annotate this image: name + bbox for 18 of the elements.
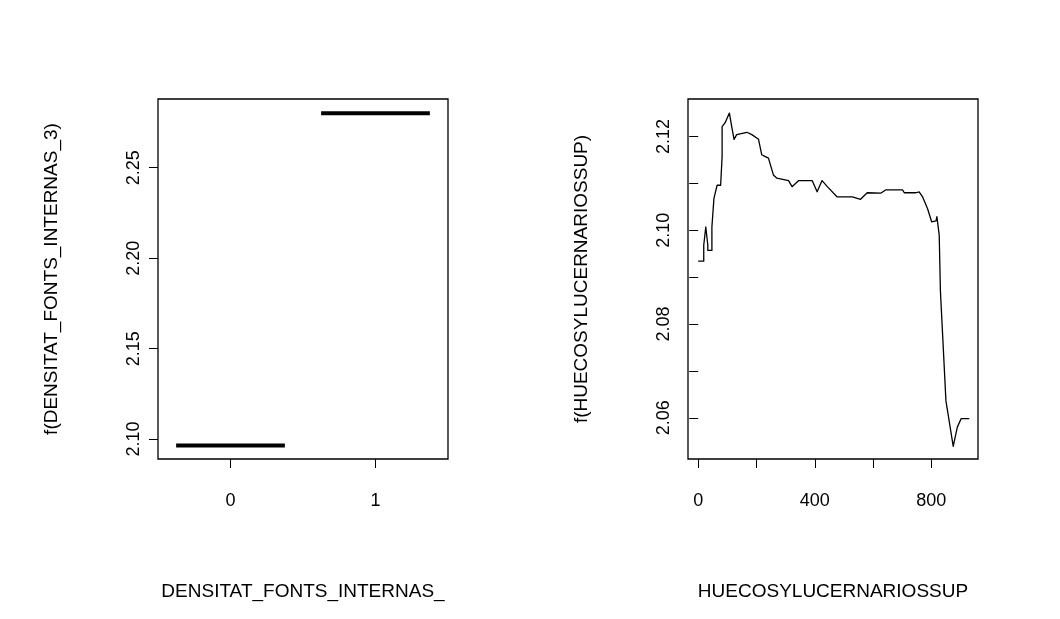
x-tick-label: 800 (916, 490, 947, 510)
y-tick-label: 2.08 (653, 306, 673, 342)
y-tick-label: 2.10 (653, 212, 673, 248)
line-series (697, 112, 970, 447)
y-tick-label: 2.10 (123, 421, 143, 457)
x-tick-label: 0 (225, 490, 236, 510)
y-tick-label: 2.12 (653, 118, 673, 155)
x-tick-label: 400 (799, 490, 830, 510)
x-axis-title: HUECOSYLUCERNARIOSSUP (697, 580, 969, 601)
x-tick-label: 0 (693, 490, 704, 510)
y-tick-label: 2.20 (123, 240, 143, 276)
x-tick-label: 1 (370, 490, 381, 510)
y-tick-label: 2.15 (123, 331, 143, 367)
y-axis-title: f(DENSITAT_FONTS_INTERNAS_3) (40, 123, 62, 435)
y-tick-label: 2.06 (653, 400, 673, 436)
y-tick-label: 2.25 (123, 150, 143, 186)
x-axis-title: DENSITAT_FONTS_INTERNAS_ (161, 580, 446, 602)
y-axis-title: f(HUECOSYLUCERNARIOSSUP) (570, 134, 591, 424)
